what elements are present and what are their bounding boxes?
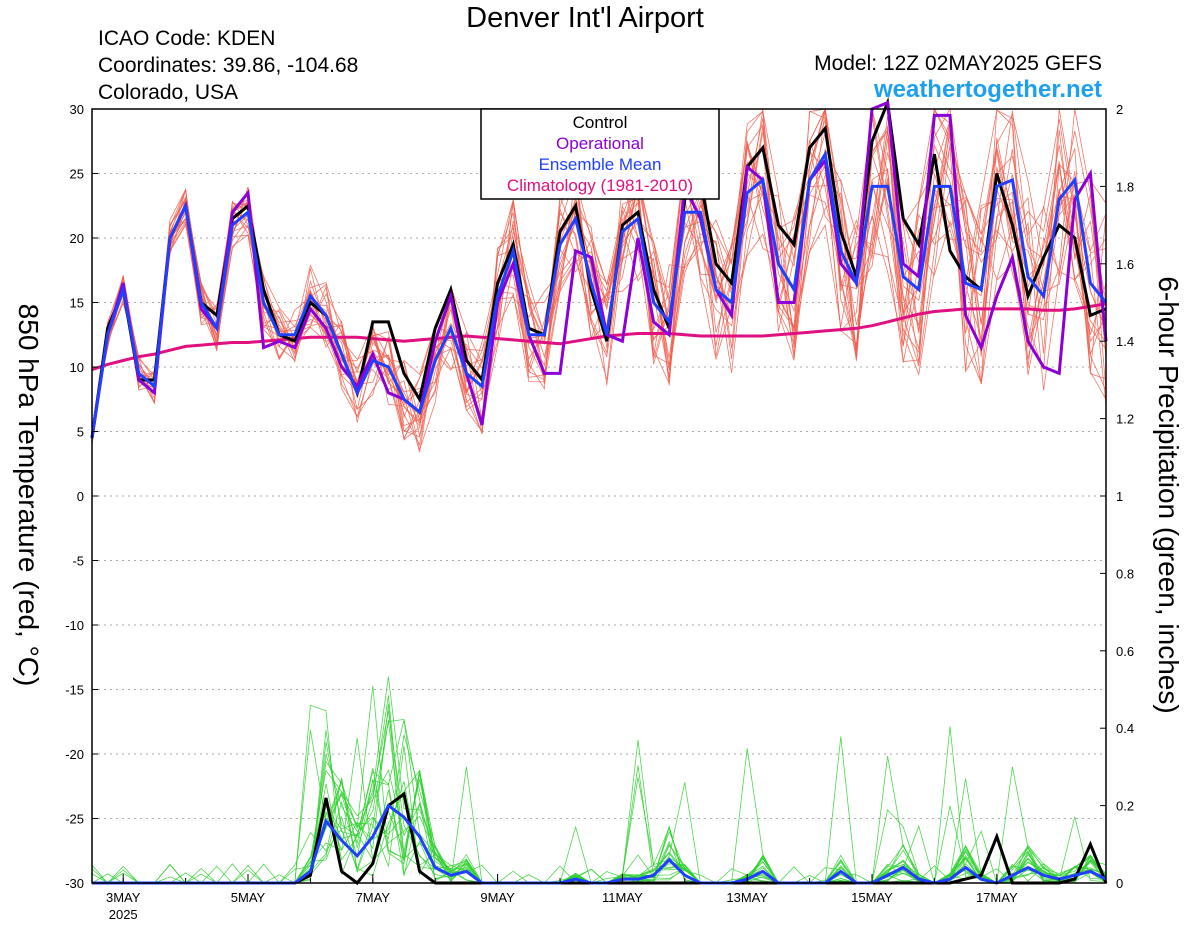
y-right-tick-label: 0.8: [1116, 566, 1134, 581]
temp-member-line: [91, 108, 1107, 436]
x-tick-label: 7MAY: [356, 890, 391, 905]
legend-entry: Operational: [556, 134, 644, 153]
x-tick-label: 11MAY: [602, 890, 643, 905]
page-title: Denver Int'l Airport: [466, 2, 704, 34]
site-link[interactable]: weathertogether.net: [873, 76, 1102, 103]
precip-member-line: [92, 695, 1107, 884]
climatology-line: [91, 302, 1107, 372]
y-left-tick-label: -30: [65, 876, 84, 891]
precip-member-line: [92, 718, 1107, 884]
y-right-tick-label: 1.8: [1116, 179, 1134, 194]
legend: Control Operational Ensemble Mean Climatolo…: [480, 108, 720, 200]
y-right-tick-label: 0.4: [1116, 721, 1134, 736]
coordinates: Coordinates: 39.86, -104.68: [98, 54, 359, 77]
y-left-tick-label: -15: [65, 683, 84, 698]
y-left-tick-label: 30: [70, 102, 84, 117]
x-tick-label: 3MAY: [106, 890, 141, 905]
x-tick-label: 13MAY: [726, 890, 768, 905]
y-left-tick-label: 15: [70, 296, 84, 311]
legend-entry: Ensemble Mean: [539, 155, 662, 174]
mean-temp-line: [90, 149, 1108, 439]
y-right-tick-label: 0: [1116, 876, 1123, 891]
control-temp-line: [90, 96, 1107, 439]
precip-member-line: [92, 719, 1107, 884]
precip-member-line: [92, 769, 1107, 884]
precip-member-line: [92, 720, 1107, 884]
region: Colorado, USA: [98, 81, 239, 104]
precipitation-members: [91, 676, 1107, 884]
ticks: 302520151050-5-10-15-20-25-3021.81.61.41…: [65, 102, 1134, 922]
y-right-tick-label: 0.2: [1116, 799, 1134, 814]
y-left-tick-label: 25: [70, 167, 84, 182]
y-right-tick-label: 2: [1116, 102, 1123, 117]
precip-member-line: [92, 765, 1107, 884]
y-left-tick-label: 20: [70, 231, 84, 246]
y-left-tick-label: -20: [65, 747, 84, 762]
y-left-tick-label: -25: [65, 812, 84, 827]
y-left-tick-label: -5: [72, 554, 84, 569]
y-left-tick-label: -10: [65, 618, 84, 633]
x-tick-label: 9MAY: [480, 890, 515, 905]
y-left-tick-label: 0: [77, 489, 84, 504]
x-tick-label: 5MAY: [231, 890, 266, 905]
legend-entry: Climatology (1981-2010): [507, 176, 693, 195]
icao-code: ICAO Code: KDEN: [98, 27, 276, 50]
precip-member-line: [91, 704, 1107, 884]
y-right-tick-label: 1.4: [1116, 334, 1134, 349]
precip-member-line: [92, 734, 1107, 884]
x-tick-label: 17MAY: [976, 890, 1018, 905]
precip-member-line: [91, 726, 1107, 884]
x-tick-label: 15MAY: [851, 890, 893, 905]
x-tick-year: 2025: [109, 907, 138, 922]
precip-member-line: [92, 703, 1107, 884]
precip-member-line: [92, 754, 1107, 884]
precip-member-line: [91, 748, 1107, 884]
legend-entry: Control: [573, 113, 628, 132]
model-run: Model: 12Z 02MAY2025 GEFS: [814, 52, 1102, 75]
legend-box: [480, 108, 720, 200]
grid: [92, 173, 1106, 819]
y-right-tick-label: 0.6: [1116, 644, 1134, 659]
y-left-tick-label: 10: [70, 360, 84, 375]
y-right-tick-label: 1.2: [1116, 412, 1134, 427]
y-left-tick-label: 5: [77, 425, 84, 440]
precip-member-line: [91, 710, 1107, 884]
top-mask: [0, 0, 1200, 108]
y-right-tick-label: 1.6: [1116, 257, 1134, 272]
operational-temp-line: [90, 100, 1108, 439]
y-right-tick-label: 1: [1116, 489, 1123, 504]
